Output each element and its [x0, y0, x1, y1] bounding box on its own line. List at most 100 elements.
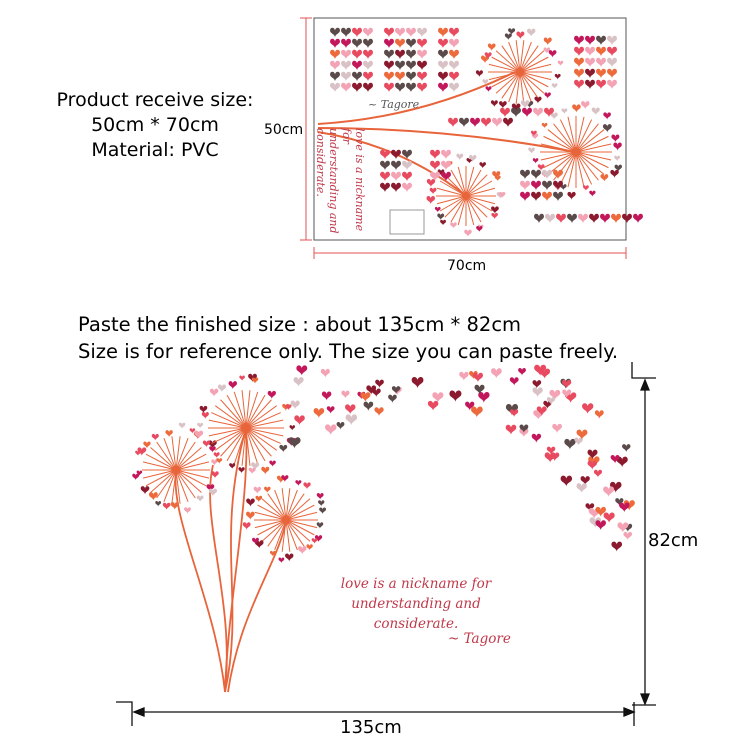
sheet-height-dimension: [300, 17, 312, 241]
dandelion-ray: [267, 519, 287, 547]
heart-shape: [617, 522, 629, 533]
heart-shape: [336, 422, 345, 430]
dandelion-ray: [245, 427, 272, 457]
heart-shape: [426, 179, 436, 187]
dandelion-ray: [465, 174, 488, 197]
heart-shape: [314, 535, 323, 542]
heart-shape: [481, 117, 491, 128]
heart-shape: [178, 422, 186, 429]
dandelion-ray: [450, 195, 467, 223]
heart-shape: [546, 396, 556, 405]
dandelion-ray: [436, 187, 467, 197]
heart-shape: [417, 82, 427, 93]
dandelion-ray: [241, 427, 247, 466]
heart-shape: [615, 498, 624, 506]
heart-shape: [476, 225, 483, 232]
heart-shape: [430, 171, 440, 182]
heart-shape: [395, 71, 405, 82]
dandelion-ray: [285, 519, 318, 529]
heart-shape: [464, 229, 472, 237]
heart-shape: [622, 444, 631, 453]
heart-shape: [610, 454, 620, 464]
heart-shape: [137, 447, 147, 456]
heart-shape: [484, 52, 492, 59]
heart-shape: [441, 171, 451, 182]
heart-shape: [585, 503, 595, 512]
heart-shape: [472, 372, 483, 383]
dandelion-ray: [465, 195, 493, 212]
heart-shape: [311, 538, 318, 544]
heart-shape: [505, 424, 517, 435]
finished-quote-line-2: understanding and considerate.: [351, 596, 481, 632]
finished-width-dimension: [116, 701, 636, 726]
dandelion-ray: [519, 71, 532, 103]
heart-shape: [352, 27, 362, 38]
dandelion-ray: [575, 143, 612, 153]
heart-shape: [619, 502, 630, 513]
paste-info-line-2: Size is for reference only. The size you…: [78, 340, 619, 363]
heart-shape: [341, 38, 351, 49]
heart-shape: [589, 190, 596, 197]
dandelion-ray: [267, 493, 287, 521]
dandelion-ray: [444, 174, 467, 197]
heart-shape: [363, 27, 373, 38]
heart-shape: [402, 182, 412, 193]
heart-shape: [391, 386, 401, 394]
dandelion-ray: [519, 71, 545, 94]
heart-shape: [449, 38, 459, 49]
dandelion-ray: [457, 195, 467, 226]
heart-shape: [518, 368, 526, 376]
dandelion-ray: [156, 441, 177, 471]
dandelion-ray: [519, 71, 552, 81]
heart-shape: [602, 124, 612, 133]
heart-shape: [285, 404, 292, 411]
dandelion-ray: [465, 195, 482, 223]
heart-shape: [548, 50, 557, 58]
heart-shape: [427, 400, 439, 411]
heart-shape: [465, 401, 475, 411]
heart-shape: [441, 160, 451, 171]
heart-shape: [574, 57, 584, 68]
heart-shape: [202, 440, 211, 448]
heart-shape: [611, 134, 620, 143]
dandelion-ray: [495, 50, 521, 73]
heart-shape: [491, 212, 498, 220]
finished-quote-line-1: love is a nickname for: [340, 576, 492, 592]
heart-shape: [487, 43, 496, 51]
heart-shape: [596, 79, 606, 90]
dandelion-ray: [145, 453, 177, 471]
dandelion-ray: [575, 151, 609, 169]
heart-shape: [438, 71, 448, 82]
dandelion-ray: [233, 391, 247, 429]
heart-shape: [430, 149, 440, 160]
heart-shape: [572, 104, 581, 113]
heart-shape: [246, 511, 255, 520]
heart-shape: [542, 169, 552, 180]
heart-shape: [406, 60, 416, 71]
dandelion-ray: [245, 391, 259, 429]
heart-shape: [449, 49, 459, 60]
heart-shape: [384, 82, 394, 93]
dandelion-ray: [501, 45, 521, 73]
heart-shape: [306, 544, 313, 551]
heart-shape: [531, 133, 539, 140]
heart-shape: [363, 49, 373, 60]
dandelion-ray: [547, 129, 577, 153]
dandelion-ray: [285, 519, 311, 542]
heart-shape: [417, 60, 427, 71]
sheet-hearts: [330, 27, 643, 224]
heart-shape: [583, 185, 589, 191]
dandelion-ray: [515, 40, 521, 73]
heart-shape: [542, 191, 552, 202]
dandelion-ray: [491, 71, 521, 88]
dandelion-ray: [439, 180, 467, 197]
dandelion-ray: [436, 195, 467, 205]
heart-shape: [197, 422, 204, 429]
heart-shape: [474, 384, 485, 395]
heart-shape: [441, 149, 451, 160]
heart-shape: [498, 191, 506, 199]
heart-shape: [325, 424, 337, 436]
heart-shape: [406, 82, 416, 93]
heart-shape: [449, 71, 459, 82]
